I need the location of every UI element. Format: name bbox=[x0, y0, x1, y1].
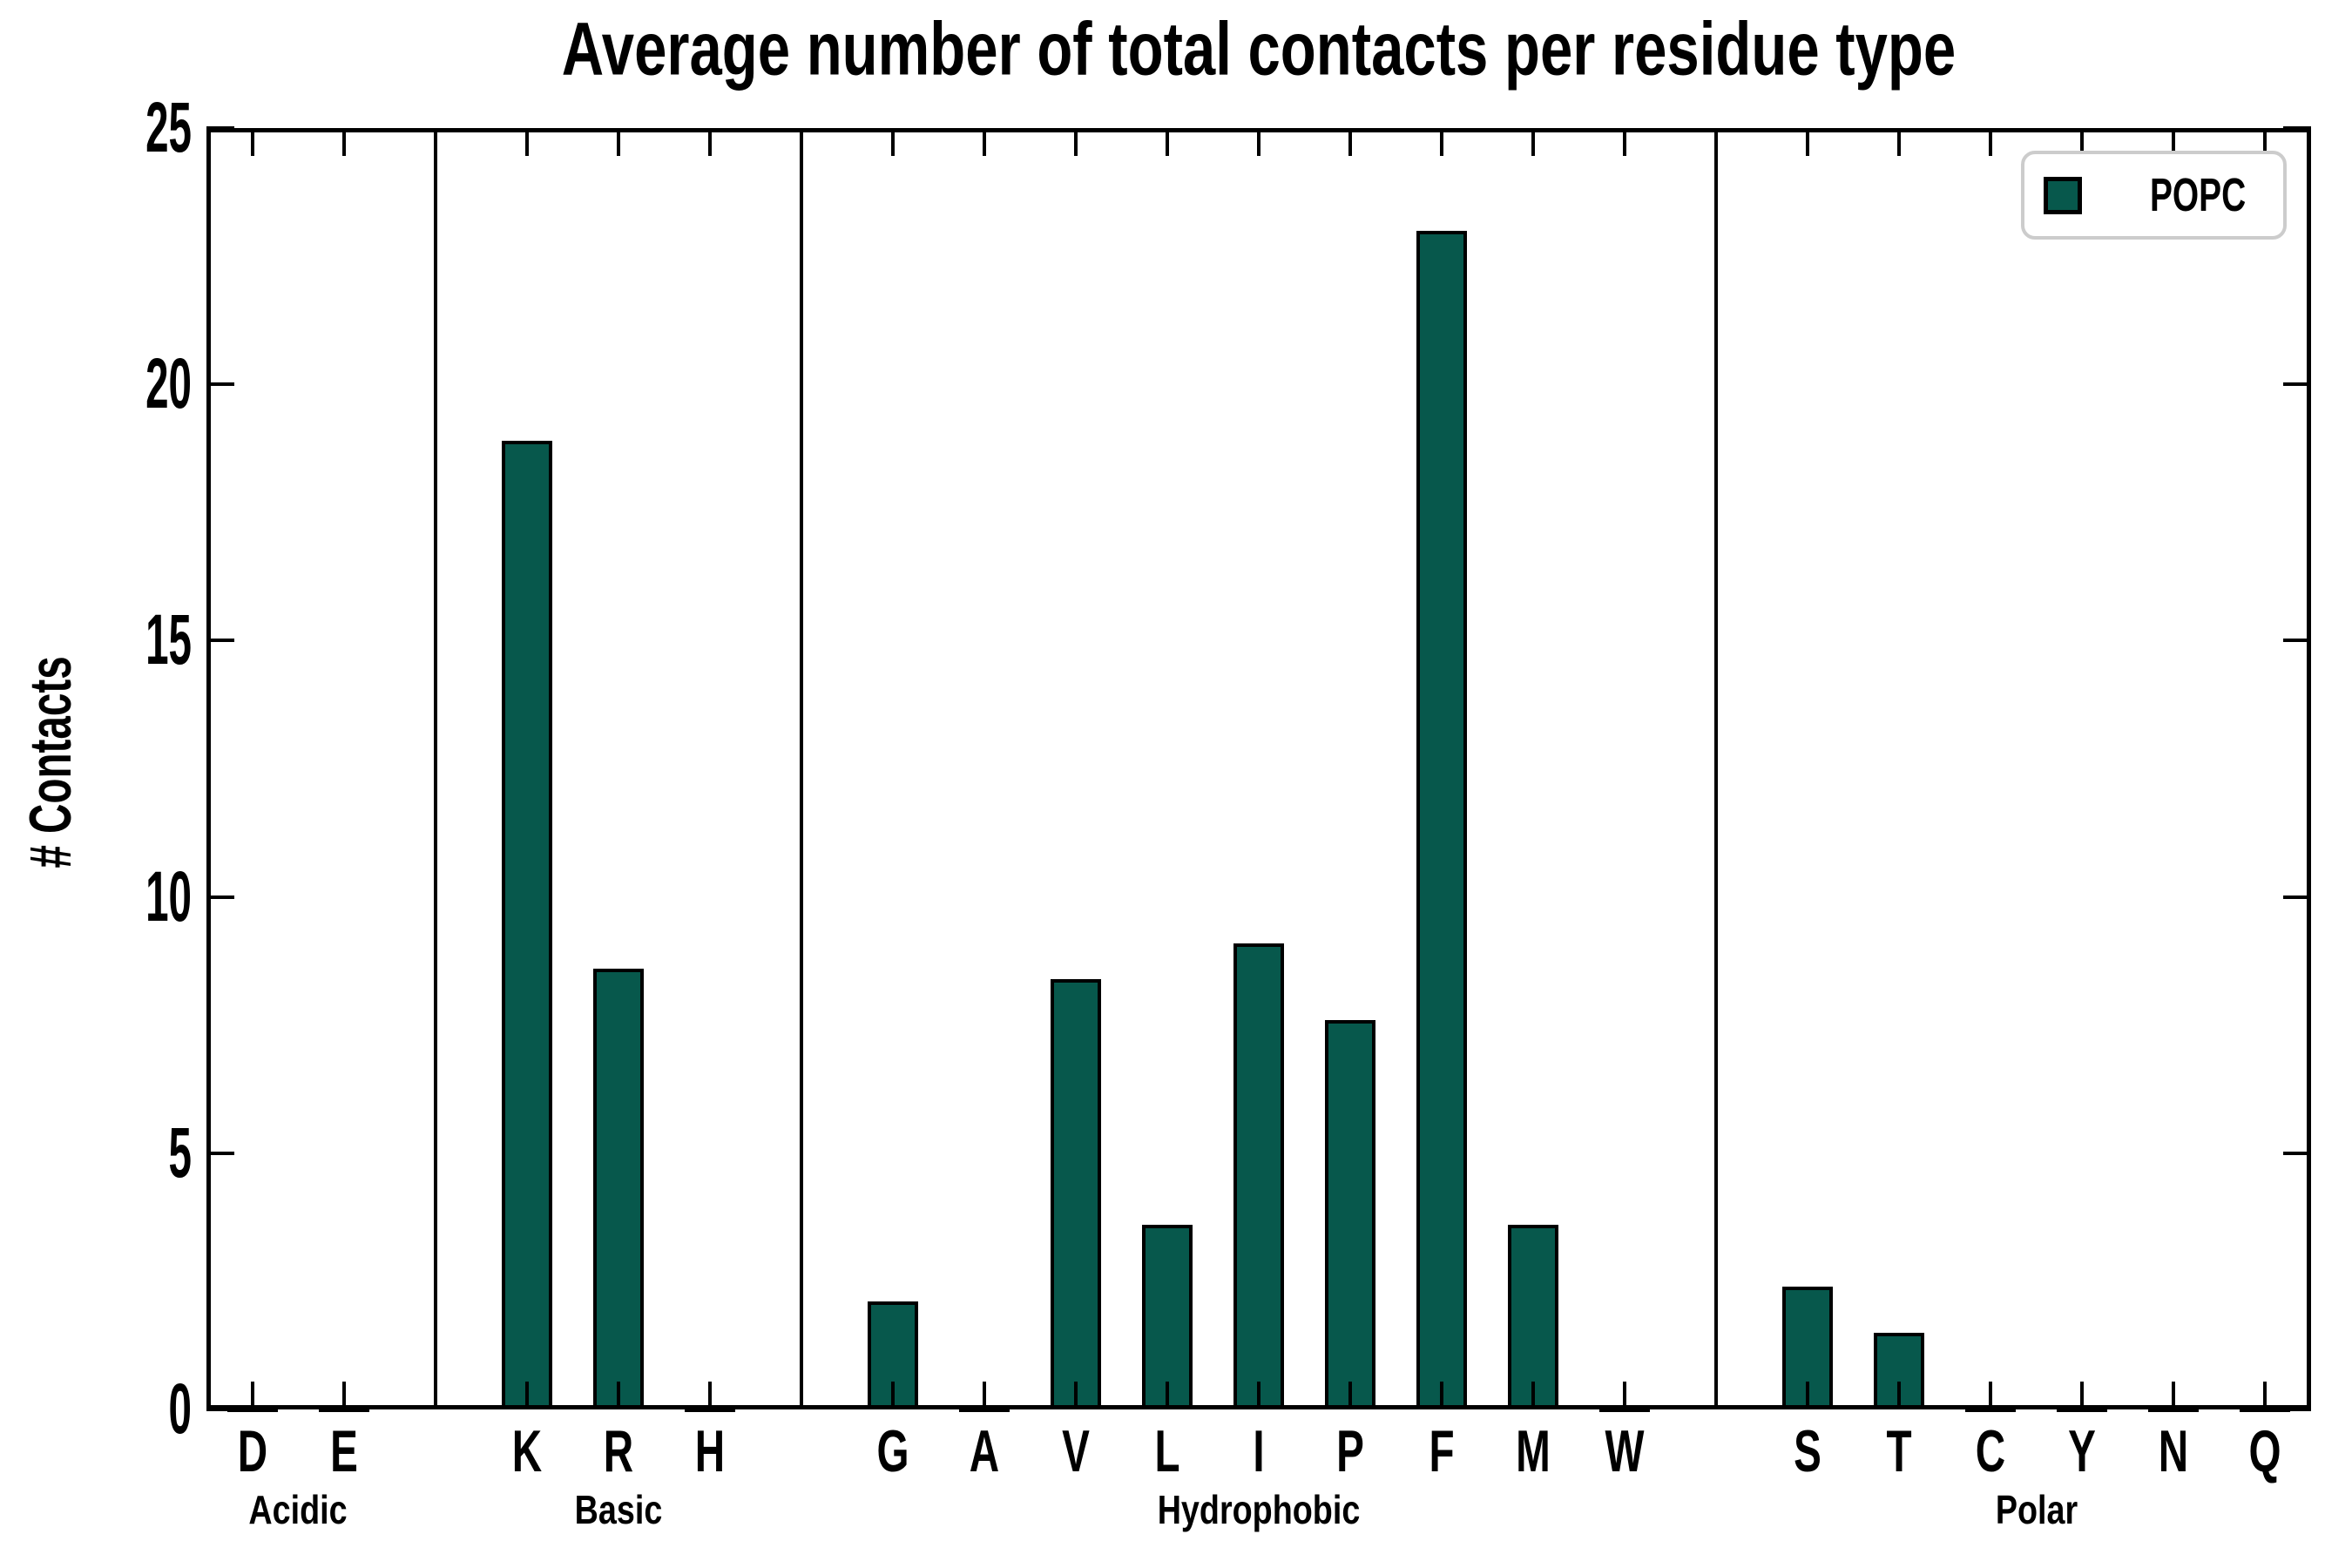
x-tick-bottom-V bbox=[1073, 1382, 1078, 1409]
group-separator-3 bbox=[1714, 128, 1719, 1409]
chart-title: Average number of total contacts per res… bbox=[561, 7, 1957, 91]
y-tick-right-10 bbox=[2283, 895, 2311, 899]
y-tick-label-5: 5 bbox=[168, 1112, 192, 1193]
x-label-K: K bbox=[511, 1418, 542, 1484]
y-tick-label-15: 15 bbox=[145, 600, 192, 680]
x-tick-bottom-P bbox=[1348, 1382, 1353, 1409]
y-tick-right-25 bbox=[2283, 126, 2311, 130]
group-separator-2 bbox=[799, 128, 803, 1409]
x-tick-top-P bbox=[1348, 128, 1353, 156]
y-tick-left-20 bbox=[206, 382, 234, 387]
x-label-Y: Y bbox=[2068, 1418, 2097, 1484]
x-tick-bottom-F bbox=[1440, 1382, 1444, 1409]
x-label-T: T bbox=[1886, 1418, 1912, 1484]
bar-P bbox=[1325, 1019, 1376, 1409]
group-label-hydrophobic: Hydrophobic bbox=[1157, 1487, 1361, 1532]
y-tick-label-25: 25 bbox=[145, 88, 192, 167]
legend: POPC bbox=[2021, 151, 2287, 240]
x-tick-bottom-G bbox=[890, 1382, 895, 1409]
y-tick-label-10: 10 bbox=[145, 856, 192, 936]
x-tick-top-V bbox=[1073, 128, 1078, 156]
bar-R bbox=[592, 968, 644, 1409]
x-label-A: A bbox=[969, 1418, 1000, 1484]
x-tick-top-N bbox=[2172, 128, 2176, 156]
x-tick-bottom-T bbox=[1897, 1382, 1902, 1409]
bar-I bbox=[1233, 943, 1284, 1409]
x-label-H: H bbox=[694, 1418, 725, 1484]
x-label-W: W bbox=[1605, 1418, 1645, 1484]
x-tick-top-Q bbox=[2263, 128, 2268, 156]
x-label-I: I bbox=[1253, 1418, 1265, 1484]
x-tick-bottom-N bbox=[2172, 1382, 2176, 1409]
bar-F bbox=[1416, 230, 1468, 1409]
x-label-R: R bbox=[603, 1418, 633, 1484]
bar-K bbox=[501, 440, 552, 1409]
x-tick-bottom-R bbox=[616, 1382, 620, 1409]
x-tick-top-W bbox=[1623, 128, 1627, 156]
x-label-N: N bbox=[2159, 1418, 2189, 1484]
y-tick-left-0 bbox=[206, 1408, 234, 1411]
x-tick-bottom-S bbox=[1806, 1382, 1810, 1409]
x-tick-top-F bbox=[1440, 128, 1444, 156]
group-label-basic: Basic bbox=[574, 1487, 663, 1532]
x-tick-bottom-Q bbox=[2263, 1382, 2268, 1409]
x-label-S: S bbox=[1794, 1418, 1822, 1484]
x-tick-top-Y bbox=[2080, 128, 2085, 156]
x-tick-top-D bbox=[250, 128, 254, 156]
x-tick-top-C bbox=[1989, 128, 1993, 156]
x-tick-top-E bbox=[341, 128, 346, 156]
x-label-E: E bbox=[329, 1418, 358, 1484]
x-label-P: P bbox=[1336, 1418, 1364, 1484]
y-tick-right-0 bbox=[2283, 1408, 2311, 1411]
x-tick-bottom-H bbox=[707, 1382, 712, 1409]
x-label-L: L bbox=[1154, 1418, 1180, 1484]
x-tick-top-L bbox=[1165, 128, 1169, 156]
x-tick-bottom-C bbox=[1989, 1382, 1993, 1409]
x-tick-bottom-Y bbox=[2080, 1382, 2085, 1409]
x-tick-bottom-E bbox=[341, 1382, 346, 1409]
x-tick-top-H bbox=[707, 128, 712, 156]
x-label-G: G bbox=[876, 1418, 909, 1484]
x-label-V: V bbox=[1062, 1418, 1090, 1484]
bar-M bbox=[1508, 1225, 1559, 1409]
x-tick-bottom-I bbox=[1257, 1382, 1260, 1409]
y-tick-label-20: 20 bbox=[145, 344, 192, 424]
x-tick-top-K bbox=[524, 128, 529, 156]
y-tick-label-0: 0 bbox=[168, 1369, 192, 1449]
y-tick-right-20 bbox=[2283, 382, 2311, 387]
x-tick-bottom-M bbox=[1531, 1382, 1536, 1409]
group-label-acidic: Acidic bbox=[248, 1487, 348, 1532]
legend-swatch-popc bbox=[2044, 176, 2082, 214]
y-tick-right-15 bbox=[2283, 639, 2311, 643]
x-tick-bottom-D bbox=[250, 1382, 254, 1409]
x-label-F: F bbox=[1429, 1418, 1455, 1484]
x-tick-top-G bbox=[890, 128, 895, 156]
bar-L bbox=[1141, 1225, 1193, 1409]
x-tick-top-M bbox=[1531, 128, 1536, 156]
x-label-Q: Q bbox=[2248, 1418, 2281, 1484]
group-label-polar: Polar bbox=[1995, 1487, 2078, 1532]
x-label-C: C bbox=[1976, 1418, 2006, 1484]
x-label-M: M bbox=[1516, 1418, 1551, 1484]
y-tick-left-15 bbox=[206, 639, 234, 643]
x-tick-top-R bbox=[616, 128, 620, 156]
x-tick-bottom-K bbox=[524, 1382, 529, 1409]
group-separator-1 bbox=[433, 128, 437, 1409]
x-tick-top-T bbox=[1897, 128, 1902, 156]
bar-V bbox=[1050, 978, 1101, 1409]
y-tick-left-5 bbox=[206, 1151, 234, 1155]
x-tick-top-A bbox=[982, 128, 986, 156]
x-tick-top-S bbox=[1806, 128, 1810, 156]
y-tick-left-25 bbox=[206, 126, 234, 130]
y-tick-right-5 bbox=[2283, 1151, 2311, 1155]
legend-label: POPC bbox=[2149, 169, 2247, 221]
x-tick-bottom-A bbox=[982, 1382, 986, 1409]
x-label-D: D bbox=[237, 1418, 267, 1484]
y-tick-left-10 bbox=[206, 895, 234, 899]
x-tick-bottom-W bbox=[1623, 1382, 1627, 1409]
x-tick-bottom-L bbox=[1165, 1382, 1169, 1409]
x-tick-top-I bbox=[1257, 128, 1260, 156]
